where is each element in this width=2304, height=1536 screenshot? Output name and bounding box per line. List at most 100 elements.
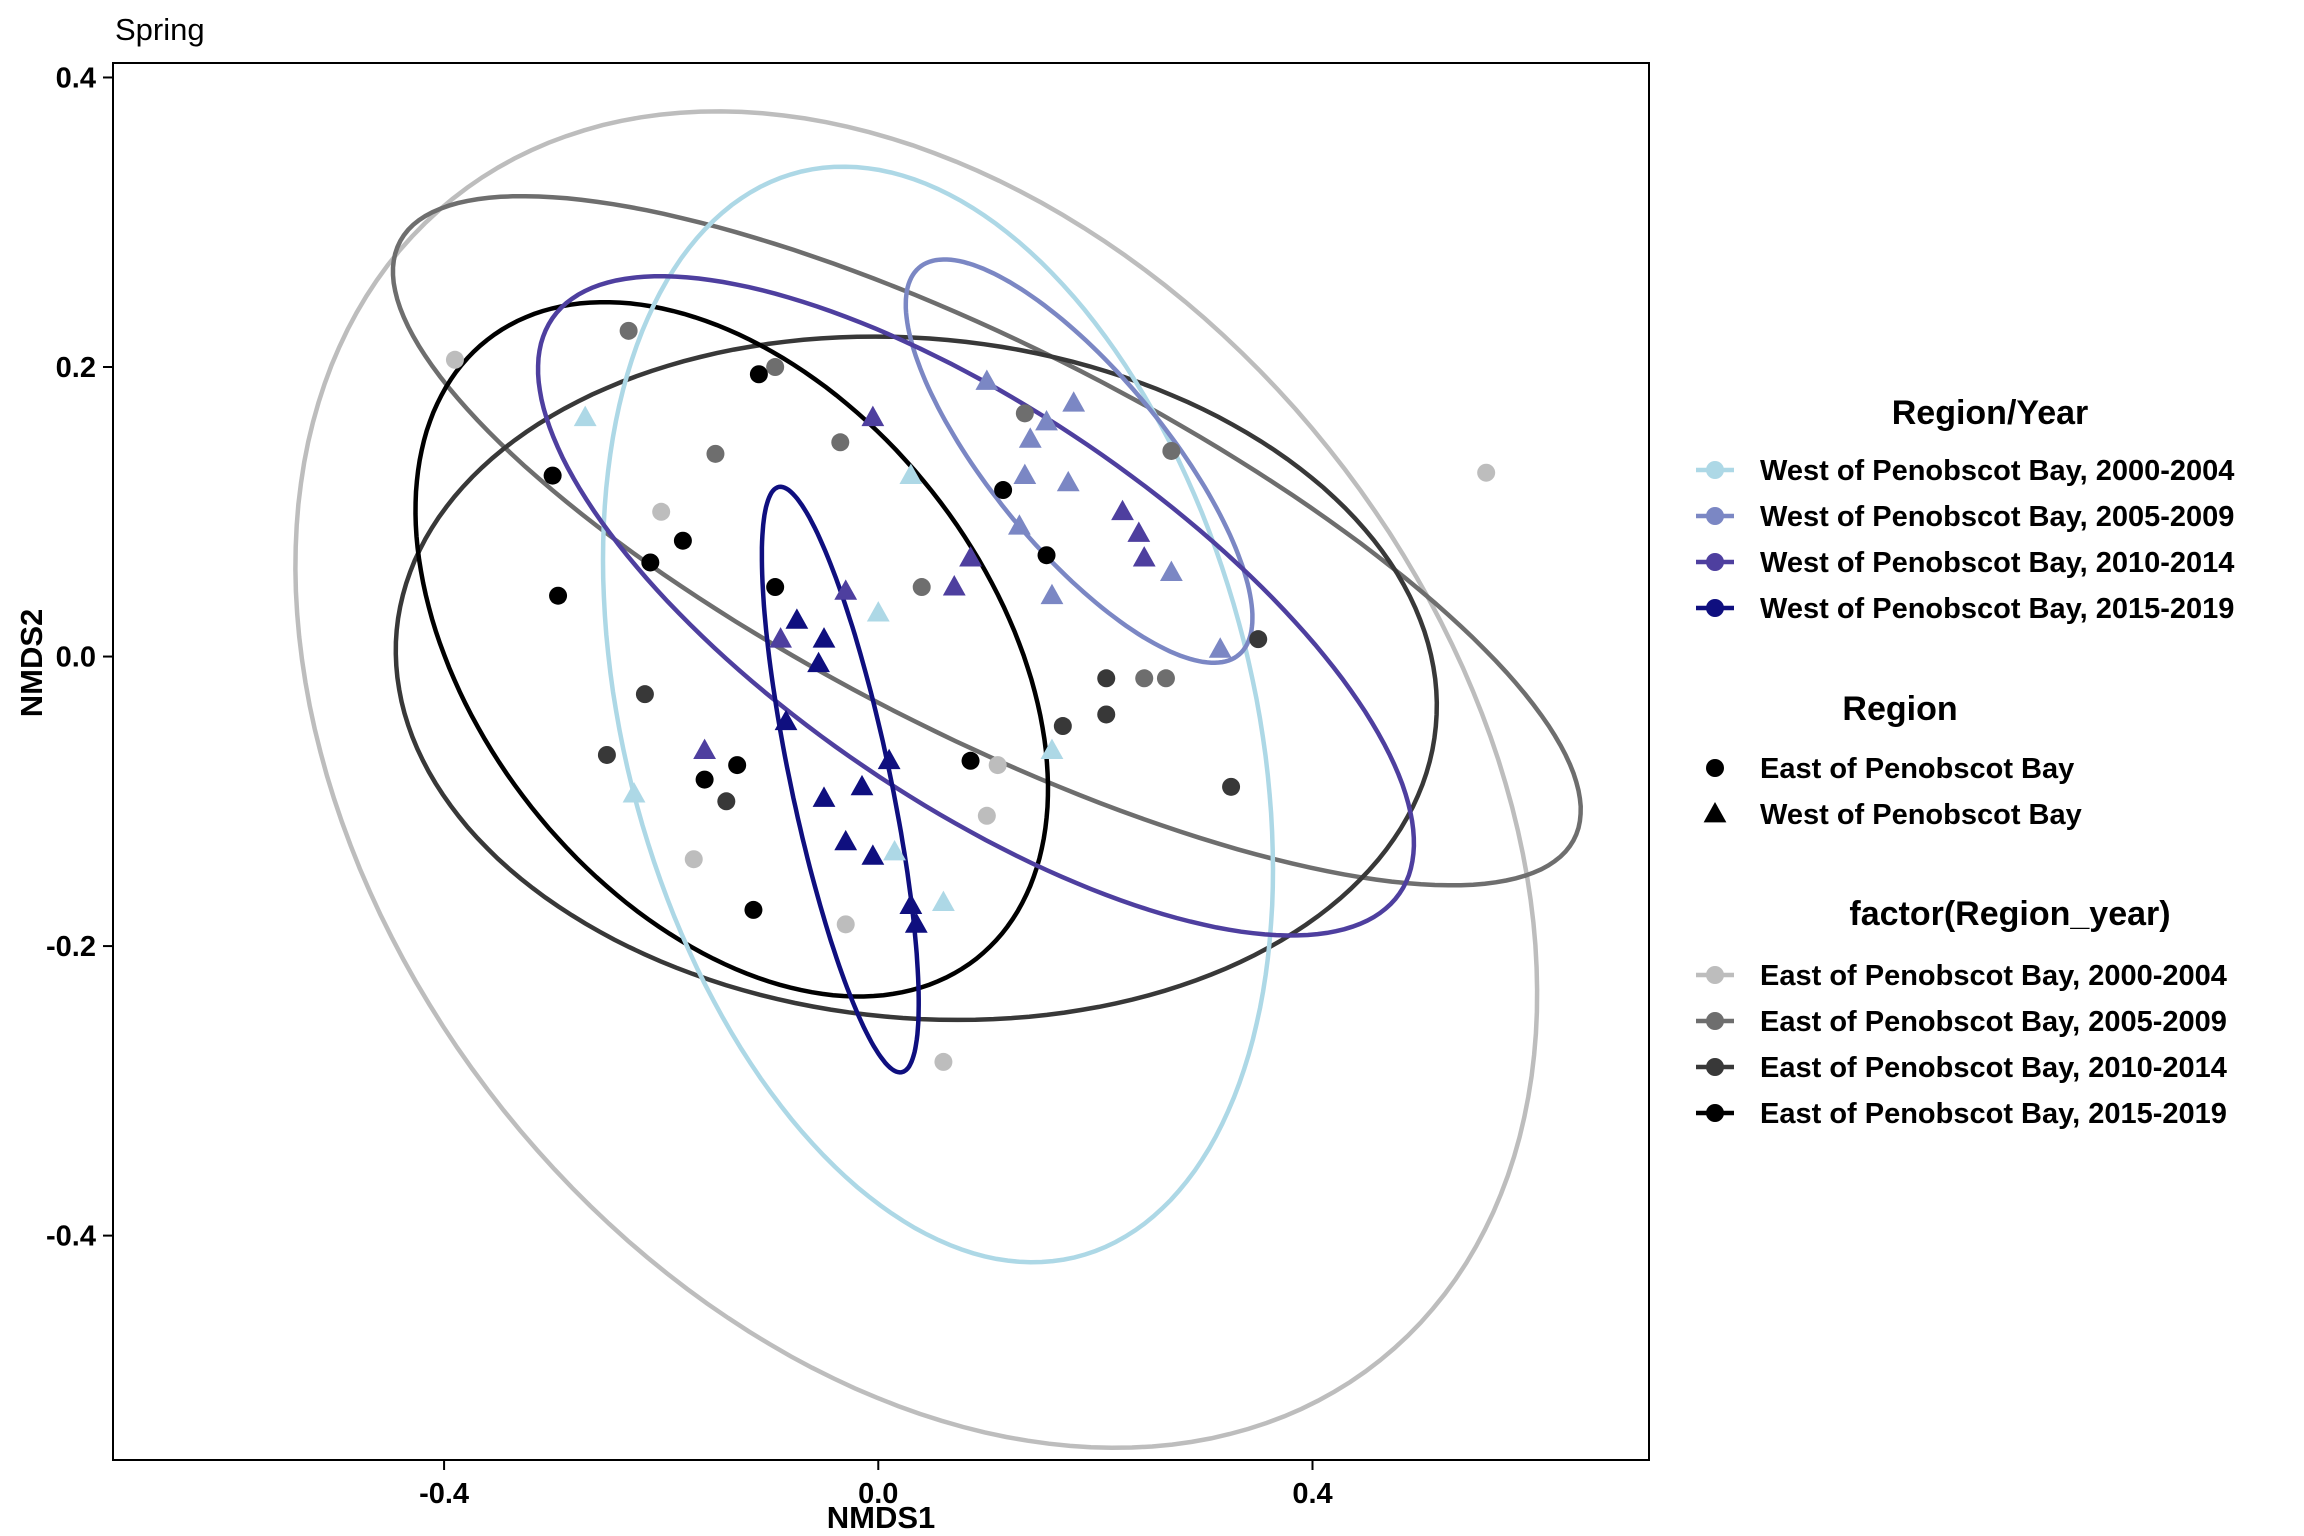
legend-label: East of Penobscot Bay, 2000-2004 [1760,960,2227,992]
legend-title: Region [1842,690,1957,728]
data-point-triangle [975,369,999,390]
data-point-circle [635,685,654,704]
legend-label: East of Penobscot Bay, 2015-2019 [1760,1098,2227,1130]
y-tick-label: 0.4 [56,62,96,94]
data-point-circle [831,433,850,452]
data-point-triangle [693,738,717,760]
data-point-circle [1156,669,1175,688]
legend-key-point [1706,507,1724,525]
data-point-triangle [1035,410,1058,431]
ellipse-east-of-penobscot-bay-2005-2009 [390,193,1583,888]
data-point-triangle [942,575,966,596]
ellipse-west-of-penobscot-bay-2000-2004 [600,164,1276,1265]
ellipse-west-of-penobscot-bay-2005-2009 [903,257,1255,665]
y-axis-title: NMDS2 [14,609,49,718]
data-point-triangle [1018,427,1042,448]
legend-key-point [1706,1104,1724,1122]
legend-key-point [1706,1058,1724,1076]
data-point-triangle [774,709,798,731]
y-tick-label: -0.2 [46,931,96,963]
data-point-triangle [1056,470,1080,492]
data-point-circle [673,531,692,550]
legend-label: East of Penobscot Bay [1760,753,2074,785]
data-point-circle [641,553,660,572]
data-point-triangle [1111,499,1134,521]
data-point-triangle [834,579,858,600]
data-point-triangle [1132,546,1156,567]
data-point-circle [961,751,980,770]
data-point-triangle [1062,391,1086,412]
x-tick-label: -0.4 [419,1478,469,1510]
data-point-circle [1162,441,1181,460]
x-tick-label: 0.4 [1292,1478,1332,1510]
data-point-circle [1015,404,1034,423]
data-point-triangle [769,627,792,648]
data-point-circle [1477,463,1496,482]
data-point-circle [717,792,736,811]
data-point-triangle [834,829,858,851]
data-point-triangle [883,839,906,861]
data-point-triangle [1040,583,1064,605]
chart-title: Spring [115,12,205,47]
legend-key-point [1706,966,1724,984]
data-point-circle [836,915,855,934]
data-point-circle [1097,669,1116,688]
data-point-triangle [861,405,885,427]
data-point-circle [994,481,1013,500]
legend-key-triangle [1703,802,1727,823]
point-layer [445,321,1496,1071]
legend-label: West of Penobscot Bay, 2015-2019 [1760,593,2234,625]
legend-key-point [1706,599,1724,617]
y-tick-label: 0.0 [56,642,96,674]
data-point-circle [1135,669,1154,688]
data-point-triangle [1040,738,1064,760]
data-point-circle [749,365,768,384]
data-point-circle [1249,630,1268,649]
data-point-circle [684,850,703,869]
data-point-circle [912,578,931,597]
data-point-triangle [807,651,830,673]
axis-layer: -0.4 0.0 0.4 -0.4 -0.2 0.0 0.2 0.4 [46,62,1333,1510]
data-point-triangle [932,890,955,912]
legend-key-circle [1706,759,1724,777]
data-point-triangle [899,463,923,484]
data-point-circle [652,502,671,521]
data-point-triangle [1013,463,1037,484]
data-point-triangle [899,893,923,914]
data-point-triangle [904,912,928,933]
data-point-circle [1097,705,1116,724]
data-point-triangle [622,782,646,803]
data-point-triangle [812,786,836,807]
ellipse-east-of-penobscot-bay-2015-2019 [413,299,1051,999]
y-tick-label: -0.4 [46,1221,96,1253]
data-point-circle [1037,546,1056,565]
legend-label: East of Penobscot Bay, 2010-2014 [1760,1052,2227,1084]
data-point-triangle [1159,560,1183,581]
legend: Region/Year West of Penobscot Bay, 2000-2… [1696,394,2234,1130]
x-axis-title: NMDS1 [827,1500,936,1535]
ellipse-east-of-penobscot-bay-2010-2014 [393,334,1440,1023]
x-tick-label: 0.0 [858,1478,898,1510]
data-point-triangle [866,601,890,622]
ellipse-west-of-penobscot-bay-2010-2014 [535,274,1417,938]
data-point-triangle [850,774,874,796]
legend-key-point [1706,461,1724,479]
ellipse-layer [293,109,1583,1451]
y-tick-label: 0.2 [56,352,96,384]
data-point-circle [766,358,785,377]
data-point-circle [977,806,996,825]
data-point-circle [766,578,785,597]
data-point-circle [543,466,562,485]
data-point-triangle [1208,637,1232,658]
data-point-triangle [861,844,885,865]
data-point-triangle [959,546,982,567]
ellipse-east-of-penobscot-bay-2000-2004 [293,109,1540,1451]
data-point-circle [934,1052,953,1071]
data-point-circle [549,586,568,605]
legend-key-point [1706,553,1724,571]
data-point-circle [1222,777,1241,796]
data-point-circle [1053,717,1072,736]
data-point-circle [695,770,714,789]
legend-title: factor(Region_year) [1849,895,2170,933]
